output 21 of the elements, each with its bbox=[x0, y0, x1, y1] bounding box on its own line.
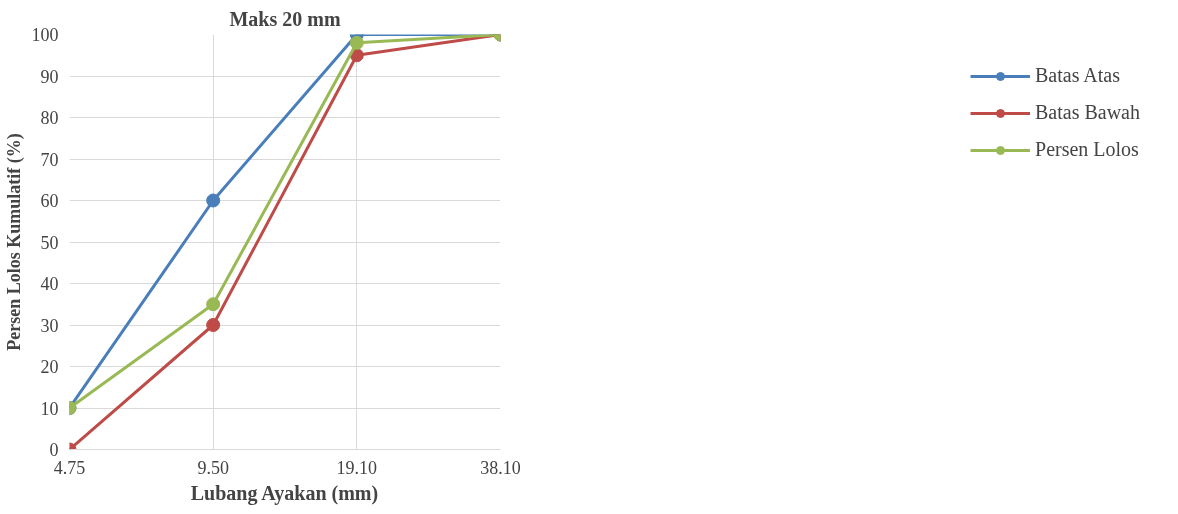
x-tick-label: 9.50 bbox=[197, 457, 229, 478]
y-tick-label: 90 bbox=[40, 66, 59, 87]
y-tick-label: 100 bbox=[31, 25, 59, 45]
legend-label: Batas Bawah bbox=[1035, 101, 1140, 124]
y-tick-label: 80 bbox=[40, 108, 59, 128]
y-tick-label: 30 bbox=[40, 315, 59, 336]
y-tick-label: 70 bbox=[40, 149, 59, 170]
chart-title: Maks 20 mm bbox=[229, 7, 341, 30]
x-tick-label: 38.10 bbox=[480, 457, 521, 478]
x-axis-title: Lubang Ayakan (mm) bbox=[190, 481, 379, 505]
y-tick-label: 60 bbox=[40, 191, 59, 211]
y-tick-label: 10 bbox=[40, 398, 59, 419]
y-tick-label: 40 bbox=[40, 274, 59, 294]
x-tick-label: 19.10 bbox=[336, 457, 378, 478]
y-axis-title: Persen Lolos Kumulatif (%) bbox=[3, 133, 25, 351]
legend-label: Persen Lolos bbox=[1035, 138, 1139, 161]
y-tick-label: 20 bbox=[40, 357, 59, 377]
y-tick-label: 0 bbox=[49, 440, 59, 460]
y-tick-label: 50 bbox=[40, 232, 59, 253]
x-tick-label: 4.75 bbox=[53, 457, 86, 478]
legend-label: Batas Atas bbox=[1035, 64, 1121, 87]
